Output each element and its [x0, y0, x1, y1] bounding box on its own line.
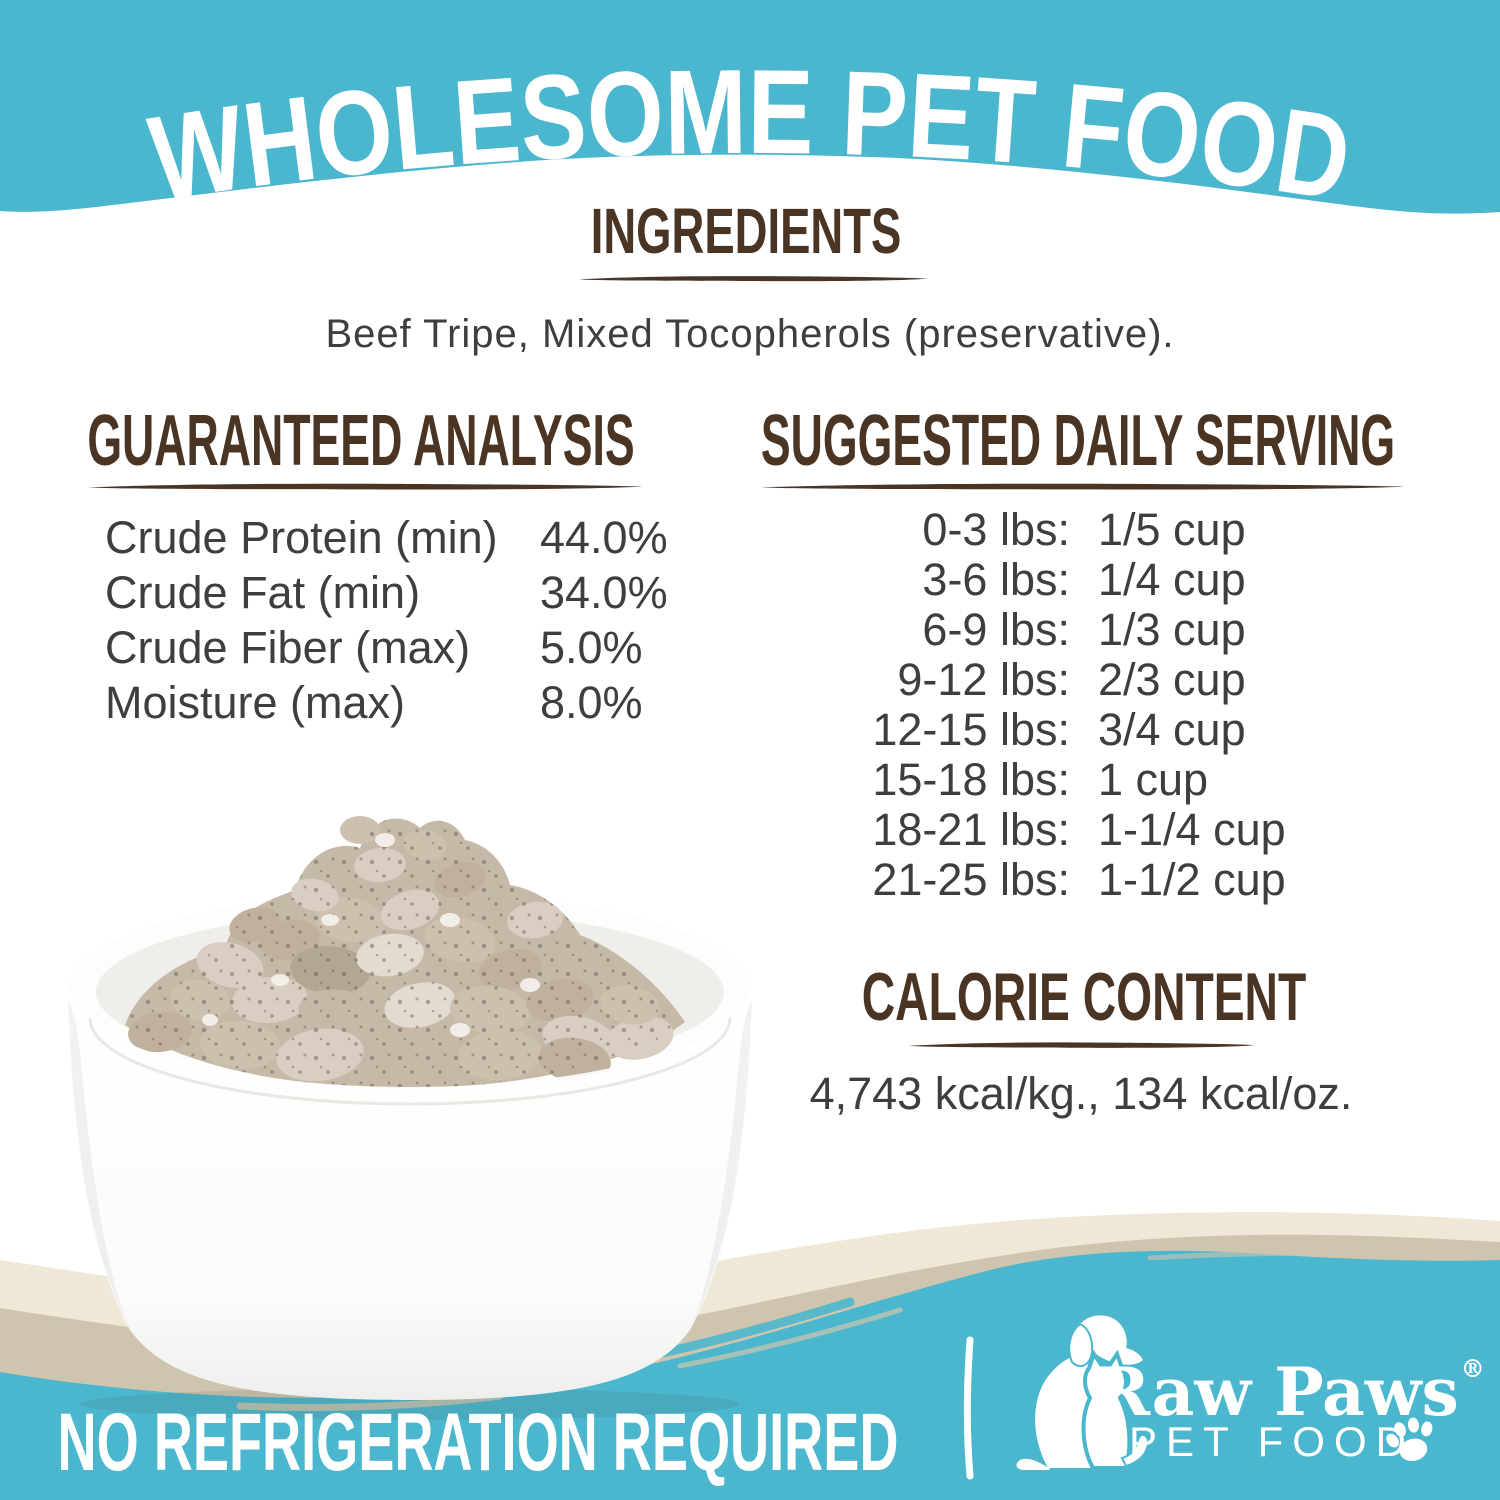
guaranteed-analysis-table: Crude Protein (min) 44.0% Crude Fat (min…: [105, 510, 668, 730]
serving-weight: 3-6 lbs:: [922, 554, 1070, 605]
serving-weight: 6-9 lbs:: [922, 604, 1070, 655]
serving-amount: 2/3 cup: [1098, 654, 1246, 705]
serving-weight: 12-15 lbs:: [872, 704, 1070, 755]
analysis-label: Moisture (max): [105, 676, 406, 728]
no-refrigeration-note: NO REFRIGERATION REQUIRED: [57, 1397, 899, 1488]
calorie-content-value: 4,743 kcal/kg., 134 kcal/oz.: [809, 1068, 1353, 1119]
calorie-content-underline: [908, 1042, 1256, 1048]
brand-name: Raw Paws®: [1095, 1354, 1485, 1426]
list-item: 6-9 lbs: 1/3 cup: [758, 604, 1286, 655]
list-item: 18-21 lbs: 1-1/4 cup: [758, 804, 1286, 855]
daily-serving-heading: SUGGESTED DAILY SERVING: [760, 401, 1396, 481]
table-row: Crude Protein (min) 44.0%: [105, 510, 668, 565]
daily-serving-table: 0-3 lbs: 1/5 cup 3-6 lbs: 1/4 cup 6-9 lb…: [758, 504, 1286, 905]
list-item: 3-6 lbs: 1/4 cup: [758, 554, 1286, 605]
brand-name-text: Raw Paws: [1095, 1353, 1459, 1431]
registered-mark: ®: [1460, 1354, 1485, 1383]
serving-weight: 21-25 lbs:: [872, 854, 1070, 905]
serving-weight: 0-3 lbs:: [922, 504, 1070, 555]
footer-band: [0, 1212, 1500, 1500]
serving-amount: 3/4 cup: [1098, 704, 1246, 755]
daily-serving-underline: [761, 483, 1405, 490]
dog-cat-icon: [1016, 1315, 1150, 1470]
ingredients-heading: INGREDIENTS: [590, 195, 902, 267]
table-row: Moisture (max) 8.0%: [105, 675, 668, 730]
ingredients-list: Beef Tripe, Mixed Tocopherols (preservat…: [325, 312, 1175, 356]
serving-amount: 1/3 cup: [1098, 604, 1246, 655]
calorie-content-heading: CALORIE CONTENT: [861, 959, 1307, 1035]
food-bowl-image: [65, 816, 755, 1420]
serving-amount: 1-1/2 cup: [1098, 854, 1286, 905]
analysis-label: Crude Fat (min): [105, 566, 421, 618]
analysis-label: Crude Fiber (max): [105, 621, 471, 673]
top-banner: WHOLESOME PET FOOD: [0, 0, 1500, 226]
serving-amount: 1/4 cup: [1098, 554, 1246, 605]
footer-divider: [963, 1336, 974, 1480]
serving-amount: 1 cup: [1098, 754, 1209, 805]
list-item: 0-3 lbs: 1/5 cup: [758, 504, 1286, 555]
serving-weight: 9-12 lbs:: [897, 654, 1070, 705]
list-item: 15-18 lbs: 1 cup: [758, 754, 1286, 805]
table-row: Crude Fiber (max) 5.0%: [105, 620, 668, 675]
serving-weight: 18-21 lbs:: [872, 804, 1070, 855]
analysis-value: 44.0%: [540, 511, 668, 563]
brand-subtitle: PET FOOD: [1129, 1418, 1415, 1465]
list-item: 12-15 lbs: 3/4 cup: [758, 704, 1286, 755]
analysis-label: Crude Protein (min): [105, 511, 498, 563]
food-pile: [125, 816, 685, 1088]
serving-amount: 1-1/4 cup: [1098, 804, 1286, 855]
analysis-value: 8.0%: [540, 676, 643, 728]
list-item: 21-25 lbs: 1-1/2 cup: [758, 854, 1286, 905]
guaranteed-analysis-underline: [87, 483, 643, 490]
analysis-value: 34.0%: [540, 566, 668, 618]
ingredients-underline: [578, 276, 929, 282]
guaranteed-analysis-heading: GUARANTEED ANALYSIS: [87, 401, 635, 481]
table-row: Crude Fat (min) 34.0%: [105, 565, 668, 620]
serving-amount: 1/5 cup: [1098, 504, 1246, 555]
list-item: 9-12 lbs: 2/3 cup: [758, 654, 1286, 705]
analysis-value: 5.0%: [540, 621, 643, 673]
paw-print-icon: [1386, 1417, 1433, 1462]
serving-weight: 15-18 lbs:: [872, 754, 1070, 805]
banner-background: [0, 0, 1500, 214]
